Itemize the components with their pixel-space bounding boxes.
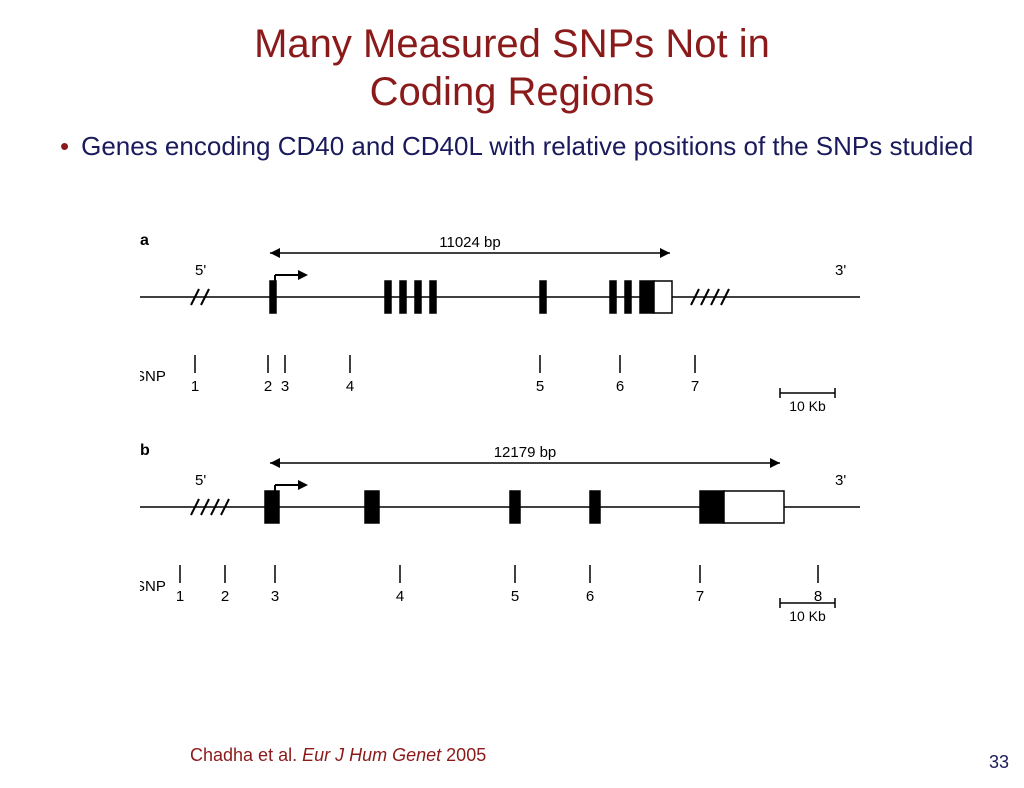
svg-text:a: a xyxy=(140,235,149,249)
citation-journal: Eur J Hum Genet xyxy=(302,745,441,765)
title-line1: Many Measured SNPs Not in xyxy=(254,22,770,66)
svg-text:12179 bp: 12179 bp xyxy=(494,444,557,461)
citation-author: Chadha et al. xyxy=(190,745,297,765)
svg-text:10 Kb: 10 Kb xyxy=(789,398,826,414)
svg-text:5': 5' xyxy=(195,472,206,489)
svg-text:3': 3' xyxy=(835,472,846,489)
svg-text:2: 2 xyxy=(264,378,272,395)
svg-text:5: 5 xyxy=(511,588,519,605)
svg-text:1: 1 xyxy=(176,588,184,605)
svg-text:5: 5 xyxy=(536,378,544,395)
svg-text:SNP: SNP xyxy=(140,368,166,385)
svg-text:11024 bp: 11024 bp xyxy=(439,235,500,251)
svg-text:6: 6 xyxy=(586,588,594,605)
svg-text:3: 3 xyxy=(281,378,289,395)
svg-text:2: 2 xyxy=(221,588,229,605)
title-line2: Coding Regions xyxy=(370,70,655,114)
svg-text:b: b xyxy=(140,442,150,459)
citation-year: 2005 xyxy=(446,745,486,765)
svg-text:5': 5' xyxy=(195,262,206,279)
svg-text:4: 4 xyxy=(396,588,404,605)
citation: Chadha et al. Eur J Hum Genet 2005 xyxy=(190,745,486,766)
page-number: 33 xyxy=(989,752,1009,773)
svg-text:SNP: SNP xyxy=(140,578,166,595)
bullet-item: • Genes encoding CD40 and CD40L with rela… xyxy=(60,131,984,162)
svg-text:6: 6 xyxy=(616,378,624,395)
svg-text:10 Kb: 10 Kb xyxy=(789,608,826,624)
svg-text:3': 3' xyxy=(835,262,846,279)
svg-text:7: 7 xyxy=(696,588,704,605)
gene-diagram: a11024 bp5'3'SNP123456710 Kbb12179 bp5'3… xyxy=(140,235,900,705)
svg-text:1: 1 xyxy=(191,378,199,395)
slide-title: Many Measured SNPs Not in Coding Regions xyxy=(0,20,1024,116)
bullet-text: Genes encoding CD40 and CD40L with relat… xyxy=(81,131,973,161)
svg-text:4: 4 xyxy=(346,378,354,395)
svg-text:7: 7 xyxy=(691,378,699,395)
svg-text:3: 3 xyxy=(271,588,279,605)
bullet-dot: • xyxy=(60,131,69,161)
